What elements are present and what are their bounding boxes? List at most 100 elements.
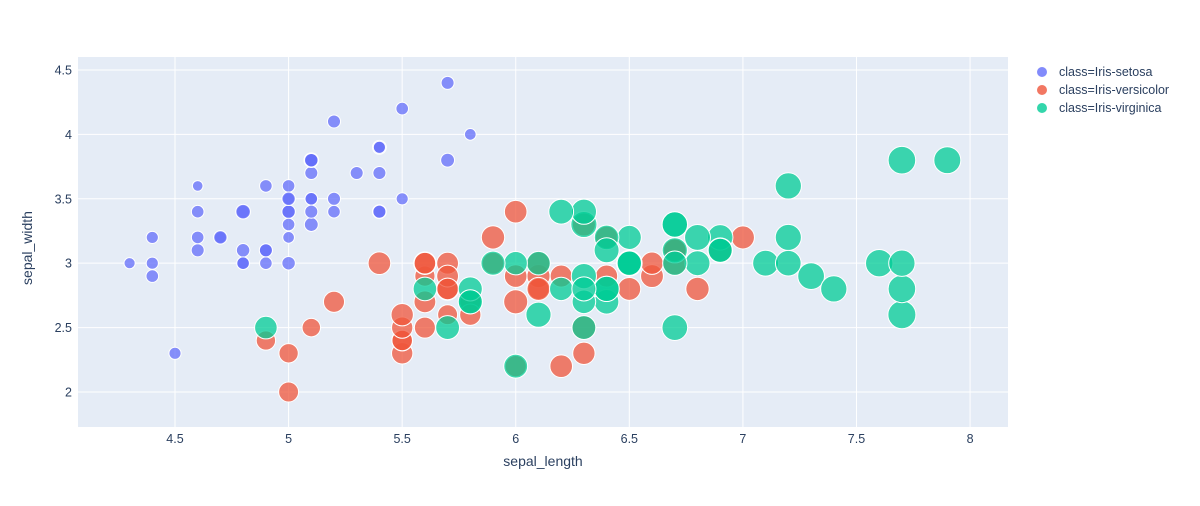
legend-item-setosa[interactable]: class=Iris-setosa [1037,63,1169,81]
data-point[interactable] [503,289,529,315]
plot-area[interactable] [78,57,1008,427]
data-point[interactable] [503,199,528,224]
data-point[interactable] [440,75,455,90]
data-point[interactable] [887,145,917,175]
data-point[interactable] [145,230,159,244]
data-point[interactable] [259,179,273,193]
data-point[interactable] [259,256,273,271]
data-point[interactable] [435,315,461,341]
data-point[interactable] [480,225,506,250]
data-point[interactable] [436,277,459,301]
data-point[interactable] [304,204,319,219]
data-point[interactable] [278,381,300,403]
data-point[interactable] [887,274,917,304]
data-point[interactable] [888,249,916,277]
data-point[interactable] [145,256,159,270]
data-point[interactable] [190,243,205,258]
data-point[interactable] [549,276,574,302]
data-point[interactable] [281,255,296,271]
data-point[interactable] [774,172,802,200]
data-point[interactable] [123,257,136,270]
data-point[interactable] [593,275,620,303]
data-point[interactable] [258,243,273,258]
data-point[interactable] [236,256,250,271]
data-point[interactable] [593,237,620,264]
data-point[interactable] [322,290,346,313]
data-point[interactable] [662,250,688,276]
data-point[interactable] [685,276,710,302]
data-point[interactable] [349,165,364,181]
data-point[interactable] [372,165,387,181]
data-point[interactable] [526,250,551,276]
data-point[interactable] [640,251,664,275]
data-point[interactable] [395,192,409,206]
data-point[interactable] [526,276,551,301]
data-point[interactable] [301,317,322,338]
data-point[interactable] [254,315,278,340]
data-point[interactable] [661,314,689,341]
data-point[interactable] [752,249,780,277]
data-point[interactable] [548,198,575,225]
data-point[interactable] [235,203,251,220]
data-point[interactable] [304,152,319,168]
data-point[interactable] [304,191,319,206]
data-point[interactable] [413,251,437,275]
data-point[interactable] [684,250,711,277]
data-point[interactable] [549,354,574,379]
data-point[interactable] [707,237,733,263]
data-point[interactable] [372,204,387,219]
data-point[interactable] [390,303,414,327]
y-tick-label: 3.5 [55,192,72,206]
data-point[interactable] [326,191,342,206]
data-point[interactable] [820,275,848,303]
data-point[interactable] [372,140,386,154]
data-point[interactable] [887,300,917,330]
data-point[interactable] [395,101,410,116]
data-point[interactable] [684,223,711,251]
data-point[interactable] [457,289,483,315]
data-point[interactable] [440,152,456,168]
data-point[interactable] [327,204,341,219]
data-point[interactable] [503,251,528,276]
x-axis-title: sepal_length [503,453,583,469]
data-point[interactable] [571,315,597,341]
data-point[interactable] [570,198,598,225]
data-point[interactable] [281,217,296,232]
data-point[interactable] [367,251,392,276]
data-point[interactable] [168,346,182,360]
data-point[interactable] [572,341,596,365]
data-point[interactable] [326,114,342,129]
data-point[interactable] [617,276,642,301]
data-point[interactable] [774,249,802,277]
data-point[interactable] [412,276,438,302]
data-point[interactable] [278,343,299,364]
data-point[interactable] [503,353,529,379]
data-point[interactable] [797,262,825,290]
data-point[interactable] [463,128,477,141]
data-point[interactable] [191,180,204,192]
data-point[interactable] [616,250,642,276]
data-point[interactable] [304,165,319,181]
data-point[interactable] [303,217,319,232]
data-point[interactable] [413,316,436,339]
data-point[interactable] [661,211,689,238]
data-point[interactable] [774,223,802,251]
data-point[interactable] [480,250,506,276]
data-point[interactable] [571,276,597,302]
data-point[interactable] [282,231,295,244]
data-point[interactable] [190,230,205,245]
data-point[interactable] [933,146,962,175]
data-point[interactable] [281,179,296,193]
data-point[interactable] [190,204,205,219]
data-point[interactable] [281,204,296,219]
data-point[interactable] [616,224,642,250]
data-point[interactable] [281,191,296,207]
data-point[interactable] [525,301,552,328]
legend-item-versicolor[interactable]: class=Iris-versicolor [1037,81,1169,99]
data-point[interactable] [145,269,160,283]
legend-item-virginica[interactable]: class=Iris-virginica [1037,99,1169,117]
data-point[interactable] [235,243,251,258]
data-point[interactable] [213,230,228,245]
data-point[interactable] [730,225,755,250]
